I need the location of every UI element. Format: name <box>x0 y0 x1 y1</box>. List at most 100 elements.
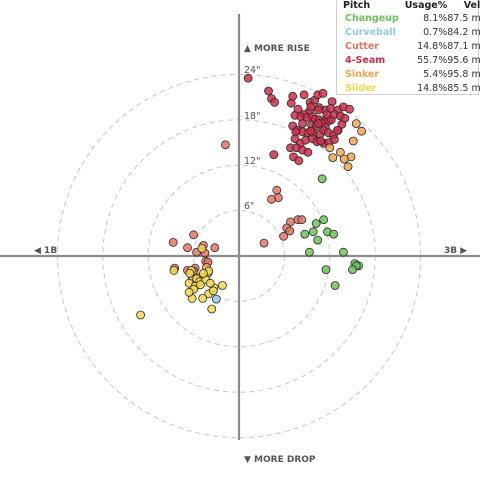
pitch-point <box>269 150 279 160</box>
pitch-point <box>325 143 335 153</box>
legend-pitch-name: Sinker <box>345 69 380 80</box>
pitch-point <box>297 215 307 225</box>
legend-velo: 95.6 mph <box>447 55 480 66</box>
legend-rows: Changeup 8.1%87.5 mph Curveball 0.7%84.2 mp… <box>337 12 480 96</box>
ring-label-6: 6" <box>244 201 254 212</box>
pitch-point <box>306 126 316 136</box>
pitch-point <box>205 278 215 288</box>
legend-usage: 14.8% <box>417 41 448 52</box>
legend-row: Curveball 0.7%84.2 mph <box>337 26 480 40</box>
legend-pitch-name: 4-Seam <box>345 55 386 66</box>
series-slider <box>136 243 227 320</box>
pitch-point <box>168 237 178 247</box>
legend-row: Sinker 5.4%95.8 mph <box>337 68 480 82</box>
pitch-point <box>197 243 207 253</box>
pitch-point <box>351 119 361 128</box>
pitch-point <box>343 162 353 172</box>
pitch-legend: Pitch Usage% Velo Changeup 8.1%87.5 mph Cu… <box>336 0 480 96</box>
pitch-point <box>198 293 208 303</box>
legend-row: Slider 14.8%85.5 mph <box>337 82 480 96</box>
pitch-point <box>313 119 323 128</box>
pitch-point <box>293 104 303 114</box>
legend-velo: 87.5 mph <box>447 13 480 24</box>
legend-velo: 95.8 mph <box>447 69 480 80</box>
legend-header-row: Pitch Usage% Velo <box>337 0 480 12</box>
series-changeup <box>300 174 364 290</box>
pitch-point <box>185 268 195 278</box>
pitch-point <box>348 265 357 275</box>
pitch-point <box>345 104 354 114</box>
pitch-point <box>183 243 192 253</box>
pitch-point <box>322 110 332 119</box>
legend-velo: 84.2 mph <box>447 27 480 38</box>
pitch-point <box>272 185 282 195</box>
third-base-label: 3B ▶ <box>444 246 467 256</box>
pitch-point <box>217 281 227 290</box>
legend-header-pitch: Pitch <box>343 0 371 11</box>
pitch-point <box>291 127 301 137</box>
pitch-point <box>319 215 329 225</box>
pitch-points <box>136 73 367 320</box>
legend-table: Pitch Usage% Velo Changeup 8.1%87.5 mph Cu… <box>337 0 480 96</box>
pitch-point <box>288 91 298 101</box>
pitch-point <box>313 105 323 115</box>
pitch-point <box>304 247 314 257</box>
legend-usage: 14.8% <box>417 83 448 94</box>
pitch-point <box>294 156 304 166</box>
pitch-point <box>339 154 349 164</box>
pitch-point <box>259 238 269 248</box>
ring-label-12: 12" <box>244 156 260 167</box>
first-base-label: ◀ 1B <box>34 246 57 256</box>
pitch-point <box>198 268 208 278</box>
pitch-point <box>318 88 328 98</box>
pitch-point <box>338 247 348 257</box>
pitch-point <box>340 113 350 123</box>
pitch-point <box>311 219 321 228</box>
pitch-point <box>267 194 276 204</box>
legend-row: Changeup 8.1%87.5 mph <box>337 12 480 26</box>
pitch-point <box>330 281 340 290</box>
pitch-point <box>285 226 295 236</box>
legend-velo: 85.5 mph <box>447 83 480 94</box>
pitch-point <box>184 287 194 297</box>
pitch-point <box>317 174 327 184</box>
legend-usage: 55.7% <box>417 55 448 66</box>
pitch-point <box>208 286 218 296</box>
more-drop-label: ▼ MORE DROP <box>244 455 316 465</box>
pitch-point <box>313 235 323 245</box>
legend-usage: 5.4% <box>423 69 448 80</box>
legend-usage: 0.7% <box>423 27 448 38</box>
pitch-point <box>335 147 345 157</box>
pitch-point <box>243 73 253 83</box>
pitch-point <box>357 126 367 136</box>
pitch-point <box>303 147 313 157</box>
pitch-point <box>348 136 358 146</box>
pitch-point <box>298 119 308 128</box>
pitch-point <box>321 265 331 275</box>
ring-label-18: 18" <box>244 111 260 122</box>
pitch-point <box>136 310 146 320</box>
pitch-point <box>316 136 326 146</box>
pitch-point <box>211 294 221 304</box>
more-rise-label: ▲ MORE RISE <box>244 44 310 54</box>
legend-header-usage: Usage% <box>404 0 448 11</box>
pitch-point <box>169 265 179 275</box>
ring-label-24: 24" <box>244 65 260 76</box>
legend-velo: 87.1 mph <box>447 41 480 52</box>
series-curveball <box>211 294 221 304</box>
pitch-point <box>329 229 339 239</box>
legend-header-velo: Velo <box>463 0 480 11</box>
pitch-point <box>299 90 309 100</box>
legend-row: Cutter 14.8%87.1 mph <box>337 40 480 54</box>
pitch-point <box>207 304 217 314</box>
pitch-point <box>189 230 199 240</box>
pitch-point <box>195 280 205 290</box>
legend-usage: 8.1% <box>423 13 448 24</box>
legend-pitch-name: Slider <box>345 83 377 94</box>
pitch-point <box>328 153 338 163</box>
legend-row: 4-Seam 55.7%95.6 mph <box>337 54 480 68</box>
pitch-point <box>264 86 273 96</box>
pitch-point <box>210 243 220 253</box>
pitch-point <box>220 140 230 150</box>
